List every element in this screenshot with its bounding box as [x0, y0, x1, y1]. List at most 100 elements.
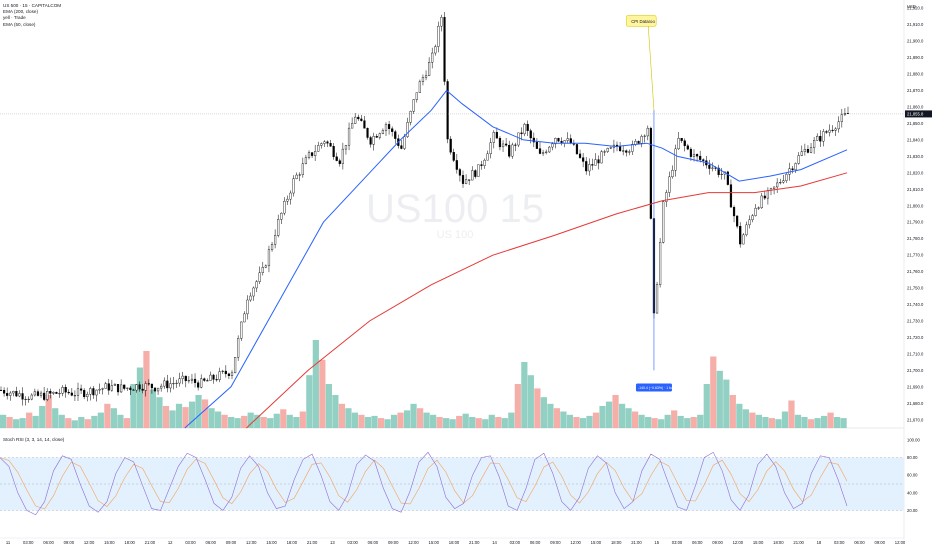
volume-bar — [410, 403, 417, 428]
candle-body — [686, 145, 689, 150]
volume-bar — [201, 399, 209, 428]
candle-body — [101, 388, 104, 390]
candle-body — [606, 148, 609, 152]
candle — [286, 195, 289, 205]
candle-body — [689, 148, 693, 157]
candle-body — [123, 384, 126, 389]
candle-body — [227, 373, 231, 377]
candle-body — [283, 201, 286, 214]
volume-bar — [332, 395, 339, 428]
candle-body — [375, 136, 378, 138]
candle-body — [138, 384, 141, 390]
candle — [428, 57, 431, 77]
candle — [92, 386, 95, 399]
stoch-tick-label: 40.00 — [907, 490, 918, 495]
symbol-title[interactable]: US 500 · 15 · CAPITALCOM — [3, 3, 62, 8]
candle — [332, 143, 335, 160]
volume-bar — [358, 414, 365, 428]
candle-body — [424, 75, 428, 78]
candle — [147, 379, 150, 386]
candle-body — [39, 392, 43, 396]
candle — [609, 146, 612, 150]
candle-body — [163, 380, 166, 387]
candle — [314, 144, 317, 161]
candle — [668, 171, 671, 198]
candle-body — [49, 391, 52, 394]
x-tick-label: 14 — [492, 540, 497, 545]
candle — [745, 221, 748, 237]
candle-body — [659, 242, 662, 285]
stoch-tick-label: 60.00 — [907, 473, 918, 478]
candle — [748, 215, 751, 229]
candle — [418, 79, 421, 93]
candle-body — [0, 389, 3, 391]
candle-body — [387, 124, 391, 129]
candle-body — [828, 129, 831, 133]
volume-bar — [130, 384, 137, 428]
candle — [582, 152, 585, 168]
y-tick-label: 21,890.0 — [907, 55, 924, 60]
candle-body — [369, 137, 372, 145]
candle-body — [495, 131, 498, 139]
indicator-ema200[interactable]: EMA (200, close) — [3, 9, 38, 15]
candle-body — [215, 379, 218, 381]
candle — [548, 145, 551, 153]
candle — [98, 383, 101, 394]
candle — [643, 134, 646, 143]
candle-body — [409, 111, 412, 123]
candle-body — [646, 127, 649, 137]
y-tick-label: 21,830.0 — [907, 154, 924, 159]
volume-bar — [13, 419, 20, 428]
candle-body — [449, 138, 452, 153]
y-tick-label: 21,850.0 — [907, 121, 924, 126]
candle — [514, 142, 517, 152]
candle — [384, 122, 388, 136]
stoch-legend[interactable]: Stoch RSI (3, 3, 14, 14, close) — [3, 437, 65, 442]
candle — [659, 238, 662, 288]
x-tick-label: 18:00 — [287, 540, 298, 545]
candle — [452, 148, 455, 163]
volume-bar — [267, 418, 274, 428]
candle — [36, 389, 40, 397]
candle — [354, 113, 357, 124]
candle-body — [212, 374, 215, 380]
volume-bar — [299, 411, 306, 428]
volume-bar — [247, 412, 254, 428]
volume-bar — [423, 412, 430, 428]
candle-body — [692, 154, 696, 157]
candle-body — [523, 123, 526, 135]
candle-body — [175, 382, 178, 384]
candle — [400, 139, 403, 150]
y-tick-label: 21,670.0 — [907, 417, 924, 422]
candle-body — [535, 141, 539, 149]
candle-body — [529, 130, 532, 139]
indicator-ema50[interactable]: EMA (50, close) — [3, 21, 36, 27]
candle-body — [184, 375, 187, 382]
candle-body — [320, 143, 323, 146]
candle — [58, 388, 61, 398]
candle — [474, 169, 477, 179]
candle-body — [264, 265, 267, 268]
x-tick-label: 03:00 — [510, 540, 521, 545]
candle — [809, 143, 813, 154]
indicator-trade[interactable]: yell · Trade — [3, 15, 26, 21]
volume-bar — [241, 415, 248, 428]
y-tick-label: 21,840.0 — [907, 137, 924, 142]
candle-body — [785, 174, 788, 181]
candle — [274, 229, 277, 249]
volume-bar — [228, 417, 235, 428]
candle-body — [43, 392, 46, 400]
candle — [329, 139, 332, 147]
candle-body — [631, 143, 634, 152]
candle-body — [754, 207, 757, 216]
candle-body — [757, 207, 760, 209]
candle — [717, 164, 720, 178]
candle-body — [347, 127, 351, 146]
candle — [708, 159, 711, 175]
candle-body — [489, 142, 492, 155]
volume-bar — [521, 362, 528, 428]
volume-bar — [338, 403, 346, 428]
candle-body — [357, 116, 360, 120]
